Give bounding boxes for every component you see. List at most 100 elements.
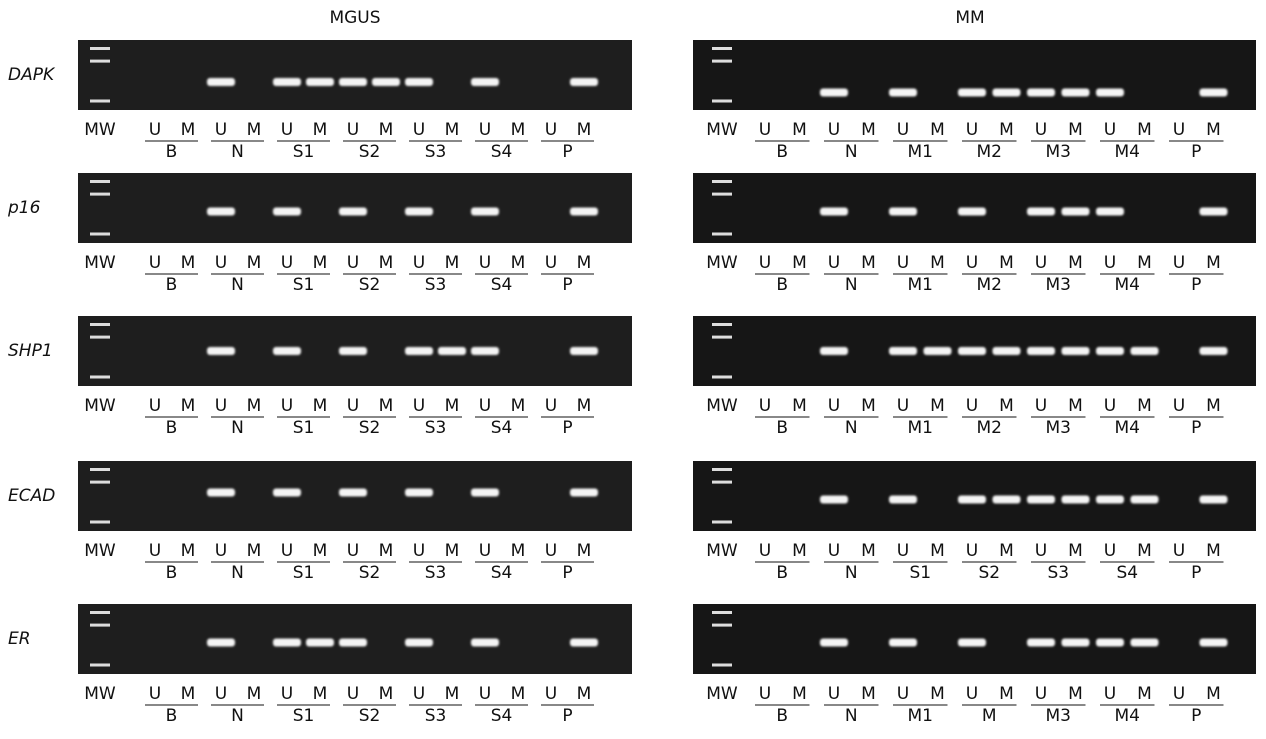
column-title: MM <box>955 8 984 28</box>
band <box>820 495 848 504</box>
ladder-band <box>90 59 110 63</box>
column-title: MGUS <box>329 8 380 28</box>
lane-label: M <box>247 396 262 416</box>
band <box>889 347 917 355</box>
lane-label: M <box>1206 253 1221 273</box>
lane-label: U <box>897 396 909 416</box>
ladder-band <box>90 180 110 183</box>
lane-label: M <box>379 541 394 561</box>
lane-label: M <box>1206 396 1221 416</box>
band <box>1130 638 1159 647</box>
band <box>1027 207 1055 216</box>
band <box>1199 638 1228 647</box>
lane-label: U <box>759 684 771 704</box>
group-label: N <box>845 563 858 583</box>
group-label: B <box>166 563 178 583</box>
lane-label: M <box>792 396 807 416</box>
lane-label: M <box>930 541 945 561</box>
group-label: M4 <box>1115 706 1140 726</box>
lane-label: U <box>1035 396 1047 416</box>
lane-label: M <box>181 684 196 704</box>
lane-label: M <box>577 120 592 140</box>
lane-label: U <box>828 253 840 273</box>
lane-label: M <box>1137 120 1152 140</box>
lane-label: U <box>479 120 491 140</box>
band <box>820 88 848 97</box>
lane-label: M <box>999 684 1014 704</box>
lane-label: MW <box>84 396 116 416</box>
group-label: B <box>776 275 788 295</box>
band <box>889 638 917 647</box>
lane-label: M <box>247 541 262 561</box>
group-label: B <box>776 418 788 438</box>
lane-label: M <box>511 396 526 416</box>
lane-label: U <box>966 253 978 273</box>
gel <box>78 40 632 110</box>
lane-label: U <box>1173 120 1185 140</box>
band <box>471 347 499 355</box>
group-label: S1 <box>293 563 315 583</box>
band <box>1199 495 1228 504</box>
lane-label: U <box>1035 541 1047 561</box>
lane-label: U <box>1104 684 1116 704</box>
lane-label: U <box>479 396 491 416</box>
lane-label: M <box>1206 120 1221 140</box>
group-label: S2 <box>359 418 381 438</box>
lane-label: U <box>966 396 978 416</box>
group-label: M <box>982 706 997 726</box>
band <box>1027 88 1055 97</box>
group-label: N <box>231 563 244 583</box>
band <box>1096 495 1124 504</box>
band <box>471 488 499 497</box>
ladder-band <box>90 468 110 471</box>
band <box>438 347 466 355</box>
group-label: P <box>1191 706 1201 726</box>
lane-label: U <box>413 541 425 561</box>
lane-label: M <box>792 684 807 704</box>
lane-label: MW <box>706 120 738 140</box>
lane-label: U <box>413 120 425 140</box>
lane-label: M <box>511 120 526 140</box>
lane-label: M <box>792 253 807 273</box>
band <box>1061 347 1090 355</box>
group-label: M2 <box>977 142 1002 162</box>
lane-label: U <box>149 541 161 561</box>
band <box>958 347 986 355</box>
lane-label: M <box>930 120 945 140</box>
lane-label: U <box>347 253 359 273</box>
group-label: B <box>776 706 788 726</box>
ladder-band <box>90 520 110 524</box>
lane-label: U <box>545 120 557 140</box>
lane-label: U <box>149 253 161 273</box>
lane-label: M <box>247 684 262 704</box>
group-label: S2 <box>359 563 381 583</box>
lane-label: U <box>149 396 161 416</box>
lane-label: U <box>215 684 227 704</box>
band <box>570 207 598 216</box>
ladder-band <box>90 323 110 326</box>
gene-label: DAPK <box>8 65 56 85</box>
lane-label: U <box>759 120 771 140</box>
lane-label: U <box>149 120 161 140</box>
band <box>958 207 986 216</box>
lane-label: U <box>347 120 359 140</box>
band <box>1199 88 1228 97</box>
lane-label: U <box>281 684 293 704</box>
band <box>372 78 400 86</box>
group-label: P <box>562 142 572 162</box>
lane-label: M <box>1068 253 1083 273</box>
lane-label: U <box>545 684 557 704</box>
lane-label: U <box>545 541 557 561</box>
band <box>273 488 301 497</box>
lane-label: M <box>999 120 1014 140</box>
band <box>405 638 433 647</box>
ladder-band <box>90 99 110 103</box>
band <box>820 347 848 355</box>
lane-label: M <box>379 253 394 273</box>
group-label: N <box>845 706 858 726</box>
lane-label: M <box>1068 120 1083 140</box>
group-label: S4 <box>1116 563 1138 583</box>
group-label: M4 <box>1115 275 1140 295</box>
gene-label: ER <box>8 629 31 649</box>
lane-label: U <box>897 684 909 704</box>
